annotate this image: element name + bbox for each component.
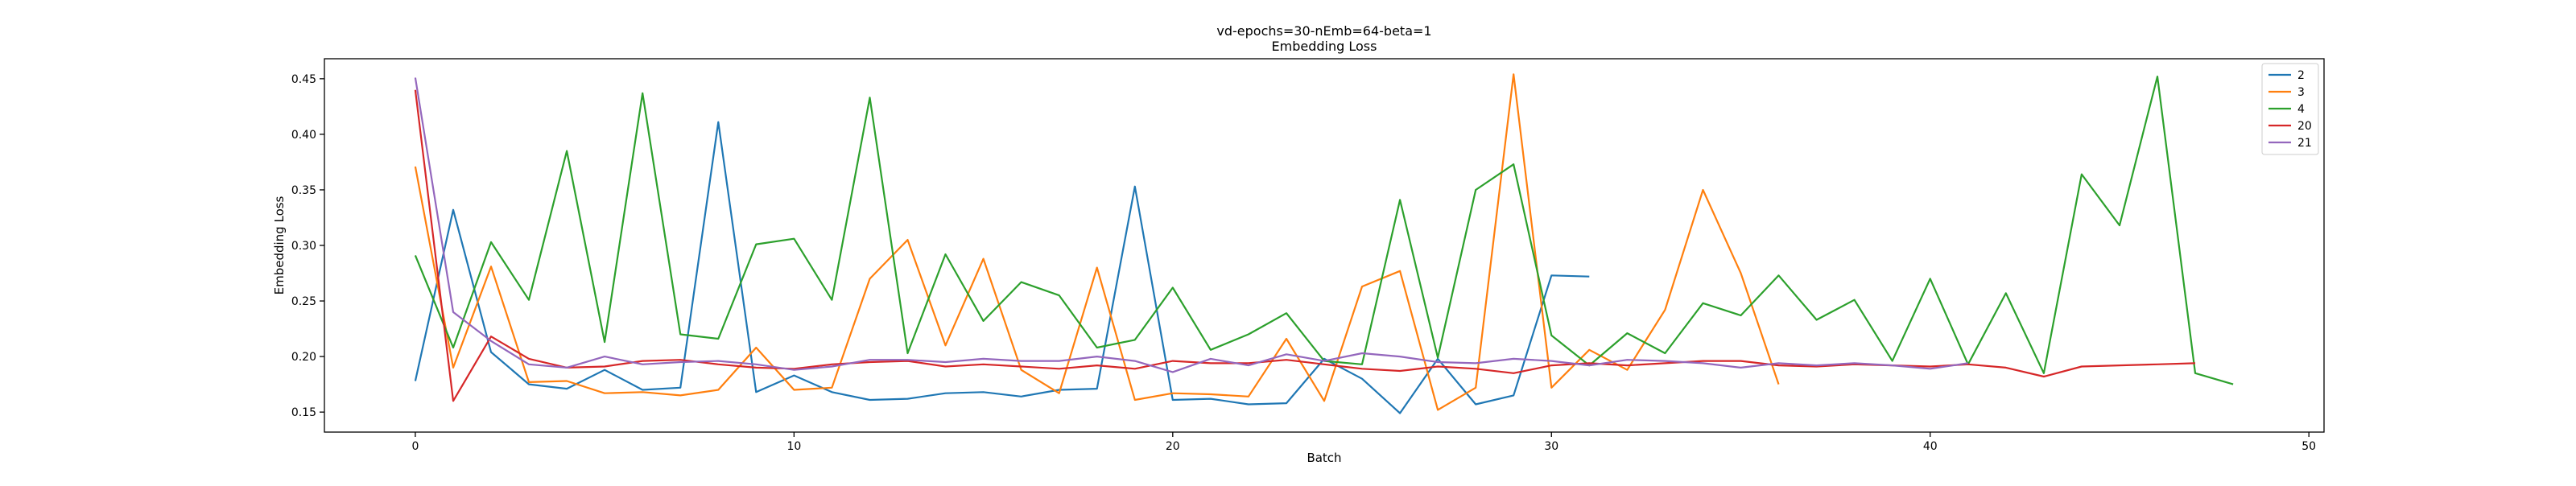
y-tick-label: 0.30 xyxy=(291,240,316,253)
plot-area xyxy=(324,59,2324,432)
series-lines xyxy=(414,73,2234,414)
x-axis-label: Batch xyxy=(1307,451,1341,465)
chart-title: vd-epochs=30-nEmb=64-beta=1 xyxy=(1216,23,1431,39)
series-line-3 xyxy=(414,73,1780,411)
y-tick-label: 0.45 xyxy=(291,73,316,86)
legend-label-4: 4 xyxy=(2297,103,2305,116)
y-tick-label: 0.25 xyxy=(291,295,316,308)
x-tick-label: 50 xyxy=(2301,440,2316,453)
axes: 0 10 20 30 40 50 0.15 0.20 0.25 0.30 0.35 0.40 0.45 xyxy=(291,58,2325,453)
x-tick-label: 30 xyxy=(1544,440,1558,453)
x-tick-label: 10 xyxy=(786,440,801,453)
y-tick-label: 0.15 xyxy=(291,406,316,419)
y-tick-label: 0.40 xyxy=(291,129,316,142)
plot-background xyxy=(324,59,2324,432)
x-tick-label: 20 xyxy=(1166,440,1180,453)
legend-label-20: 20 xyxy=(2297,120,2312,133)
legend-label-3: 3 xyxy=(2297,86,2305,99)
y-tick-label: 0.20 xyxy=(291,351,316,364)
series-line-2 xyxy=(414,121,1590,414)
x-tick-label: 0 xyxy=(411,440,419,453)
y-axis-label: Embedding Loss xyxy=(272,196,287,294)
series-line-21 xyxy=(414,77,1968,373)
legend: 2 3 4 20 21 xyxy=(2261,63,2319,155)
y-tick-label: 0.35 xyxy=(291,184,316,197)
legend-label-21: 21 xyxy=(2297,137,2312,150)
x-tick-label: 40 xyxy=(1923,440,1938,453)
legend-label-2: 2 xyxy=(2297,69,2305,82)
chart-subtitle: Embedding Loss xyxy=(1272,39,1377,54)
